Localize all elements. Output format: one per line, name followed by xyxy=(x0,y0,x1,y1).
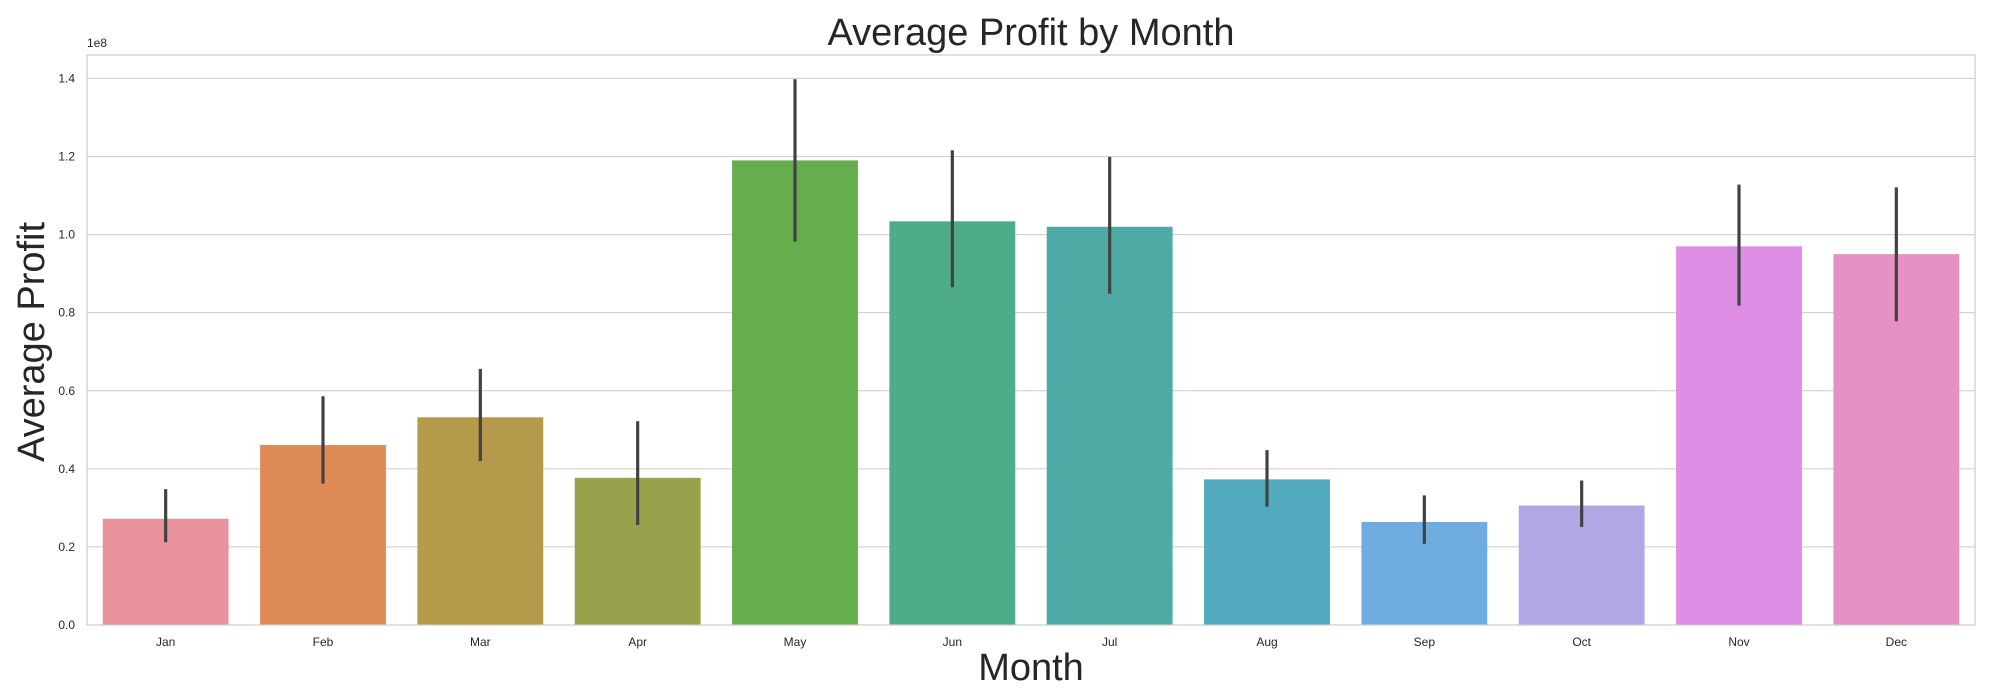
x-tick-label: Mar xyxy=(470,635,491,649)
x-tick-label: May xyxy=(784,635,807,649)
x-tick-label: Jun xyxy=(943,635,962,649)
grid-lines xyxy=(87,77,1975,626)
bars xyxy=(102,160,1960,626)
y-tick-label: 0.4 xyxy=(58,462,75,476)
bar-nov xyxy=(1676,246,1802,625)
error-bars xyxy=(164,79,1898,544)
x-tick-labels: Jan Feb Mar Apr May Jun Jul Aug Sep Oct Nov Dec xyxy=(156,635,1907,649)
x-tick-label: Jul xyxy=(1102,635,1117,649)
y-tick-labels: 0.0 0.2 0.4 0.6 0.8 1.0 1.2 1.4 xyxy=(58,71,75,632)
x-tick-label: Jan xyxy=(156,635,175,649)
x-tick-label: Nov xyxy=(1728,635,1749,649)
x-tick-label: Oct xyxy=(1572,635,1591,649)
x-tick-label: Sep xyxy=(1414,635,1436,649)
y-tick-label: 0.2 xyxy=(58,540,75,554)
y-tick-label: 0.8 xyxy=(58,306,75,320)
plot-frame xyxy=(86,54,1976,626)
y-tick-label: 0.0 xyxy=(58,618,75,632)
y-axis-label: Average Profit xyxy=(11,222,53,463)
bar-jun xyxy=(889,221,1016,625)
x-tick-label: Feb xyxy=(313,635,334,649)
y-offset-label: 1e8 xyxy=(87,36,107,50)
x-tick-label: Apr xyxy=(628,635,647,649)
y-tick-label: 0.6 xyxy=(58,384,75,398)
x-tick-label: Aug xyxy=(1256,635,1277,649)
x-tick-label: Dec xyxy=(1886,635,1907,649)
y-tick-label: 1.0 xyxy=(58,228,75,242)
chart-title: Average Profit by Month xyxy=(828,12,1235,54)
y-tick-label: 1.2 xyxy=(58,150,75,164)
x-axis-label: Month xyxy=(978,647,1084,689)
y-tick-label: 1.4 xyxy=(58,71,75,85)
